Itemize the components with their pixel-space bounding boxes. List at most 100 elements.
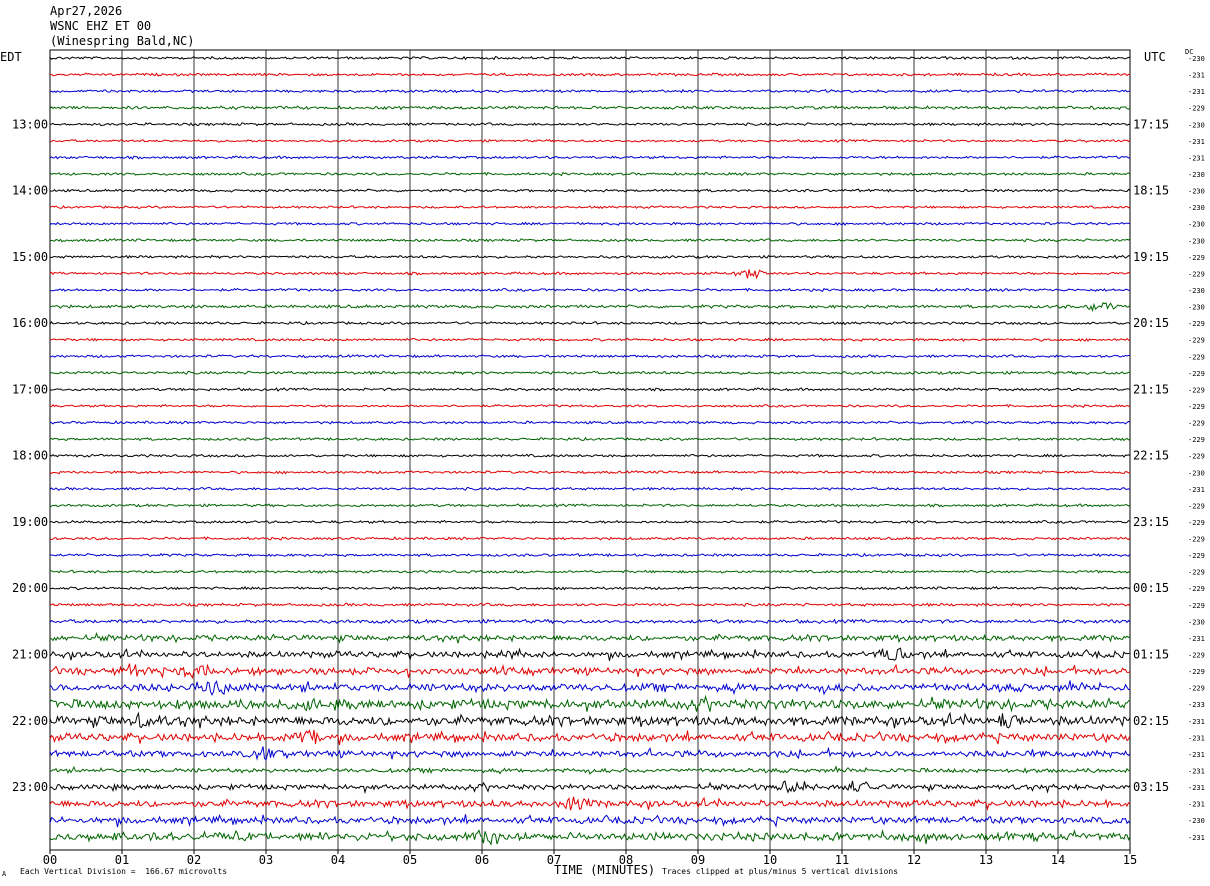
seismic-trace: [49, 88, 1130, 94]
dc-offset-label: -229: [1188, 420, 1205, 428]
dc-offset-label: -229: [1188, 105, 1205, 113]
dc-offset-label: -231: [1188, 72, 1205, 80]
dc-offset-label: -229: [1188, 552, 1205, 560]
dc-offset-label: -229: [1188, 254, 1205, 262]
seismic-trace: [49, 205, 1131, 210]
dc-offset-label: -229: [1188, 502, 1205, 510]
edt-hour-label: 19:00: [12, 515, 48, 529]
dc-offset-label: -231: [1188, 154, 1205, 162]
scale-note: Each Vertical Division = 166.67 microvol…: [20, 867, 228, 876]
corner-mark: A: [2, 870, 7, 878]
seismic-trace: [49, 503, 1131, 508]
dc-offset-label: -229: [1188, 370, 1205, 378]
utc-hour-label: 01:15: [1133, 648, 1169, 662]
x-tick-label: 05: [403, 853, 417, 867]
seismic-trace: [49, 287, 1130, 293]
dc-offset-label: -229: [1188, 585, 1205, 593]
seismic-trace: [49, 746, 1131, 762]
dc-offset-label: -229: [1188, 685, 1205, 693]
dc-offset-label: -229: [1188, 569, 1205, 577]
dc-offset-label: -229: [1188, 668, 1205, 676]
utc-hour-label: 00:15: [1133, 581, 1169, 595]
edt-hour-label: 23:00: [12, 780, 48, 794]
dc-offset-label: -231: [1188, 801, 1205, 809]
dc-offset-label: -230: [1188, 817, 1205, 825]
dc-offset-label: -230: [1188, 287, 1205, 295]
seismic-trace: [49, 254, 1131, 260]
seismic-trace: [49, 354, 1130, 359]
seismic-trace: [49, 320, 1131, 326]
dc-offset-label: -229: [1188, 436, 1205, 444]
seismic-trace: [49, 453, 1131, 458]
dc-offset-label: -229: [1188, 320, 1205, 328]
dc-offset-label: -231: [1188, 734, 1205, 742]
location-label: (Winespring Bald,NC): [50, 34, 195, 48]
x-tick-label: 04: [331, 853, 345, 867]
x-tick-label: 09: [691, 853, 705, 867]
dc-offset-label: -233: [1188, 701, 1205, 709]
seismic-trace: [49, 829, 1131, 846]
seismic-trace: [49, 105, 1131, 111]
utc-hour-label: 22:15: [1133, 449, 1169, 463]
dc-offset-label: -230: [1188, 171, 1205, 179]
utc-hour-label: 20:15: [1133, 316, 1169, 330]
seismic-trace: [49, 780, 1131, 795]
dc-offset-label: -230: [1188, 469, 1205, 477]
x-tick-label: 07: [547, 853, 561, 867]
x-tick-label: 10: [763, 853, 777, 867]
seismic-trace: [49, 632, 1131, 644]
dc-offset-label: -231: [1188, 718, 1205, 726]
dc-offset-label: -231: [1188, 768, 1205, 776]
dc-offset-label: -230: [1188, 121, 1205, 129]
seismic-trace: [50, 337, 1131, 342]
seismic-trace: [49, 663, 1131, 680]
edt-hour-label: 16:00: [12, 316, 48, 330]
seismic-trace: [49, 436, 1131, 442]
dc-offset-label: -229: [1188, 386, 1205, 394]
x-tick-label: 06: [475, 853, 489, 867]
seismic-trace: [49, 138, 1131, 143]
seismic-trace: [49, 569, 1131, 574]
seismic-trace: [49, 486, 1131, 492]
seismic-trace: [49, 155, 1131, 160]
dc-offset-label: -230: [1188, 618, 1205, 626]
edt-hour-label: 15:00: [12, 250, 48, 264]
seismic-trace: [49, 72, 1131, 77]
seismic-trace: [49, 680, 1130, 696]
seismic-trace: [49, 618, 1131, 625]
seismic-trace: [49, 171, 1131, 177]
seismic-trace: [49, 536, 1131, 541]
right-timezone-label: UTC: [1144, 50, 1166, 64]
x-tick-label: 11: [835, 853, 849, 867]
seismic-trace: [49, 221, 1131, 226]
dc-offset-label: -230: [1188, 188, 1205, 196]
seismic-trace: [49, 238, 1131, 243]
dc-offset-label: -230: [1188, 221, 1205, 229]
edt-hour-label: 22:00: [12, 714, 48, 728]
dc-offset-label: -229: [1188, 453, 1205, 461]
dc-offset-label: -231: [1188, 138, 1205, 146]
dc-offset-label: -231: [1188, 751, 1205, 759]
x-tick-label: 13: [979, 853, 993, 867]
x-tick-label: 02: [187, 853, 201, 867]
seismic-trace: [49, 586, 1131, 591]
utc-hour-label: 19:15: [1133, 250, 1169, 264]
utc-hour-label: 18:15: [1133, 184, 1169, 198]
seismic-trace: [49, 470, 1131, 475]
edt-hour-label: 17:00: [12, 382, 48, 396]
seismic-trace: [49, 188, 1131, 193]
dc-offset-label: -231: [1188, 834, 1205, 842]
utc-hour-label: 21:15: [1133, 382, 1169, 396]
utc-hour-label: 23:15: [1133, 515, 1169, 529]
seismic-trace: [49, 796, 1131, 812]
dc-offset-label: -230: [1188, 304, 1205, 312]
dc-offset-label: -229: [1188, 403, 1205, 411]
dc-offset-label: -231: [1188, 486, 1205, 494]
seismic-trace: [49, 729, 1131, 745]
seismic-trace: [49, 55, 1131, 61]
channel-label: WSNC EHZ ET 00: [50, 19, 152, 33]
x-tick-label: 01: [115, 853, 129, 867]
x-tick-label: 08: [619, 853, 633, 867]
edt-hour-label: 20:00: [12, 581, 48, 595]
seismic-trace: [49, 765, 1131, 775]
